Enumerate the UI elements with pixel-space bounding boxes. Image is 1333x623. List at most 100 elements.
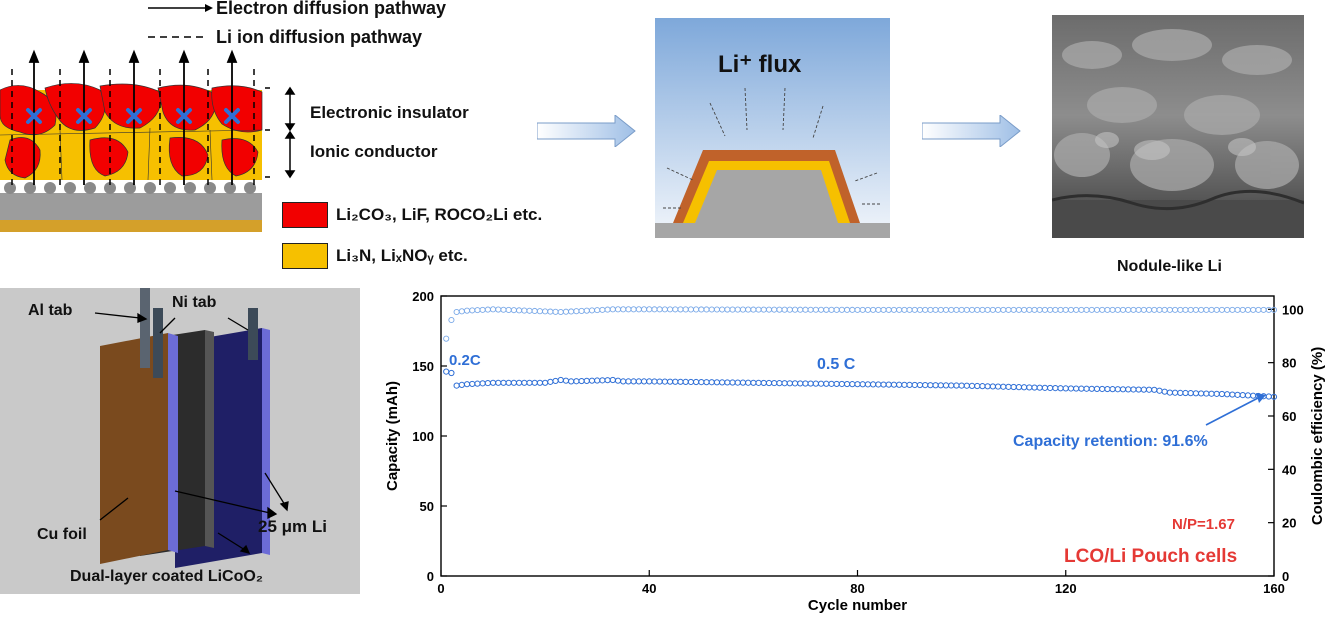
- annotation-retention: Capacity retention: 91.6%: [1013, 433, 1208, 450]
- efficiency-point: [594, 307, 601, 314]
- capacity-point: [609, 376, 616, 384]
- capacity-point: [974, 382, 981, 390]
- efficiency-point: [859, 306, 866, 313]
- efficiency-point: [687, 306, 694, 313]
- capacity-point: [635, 378, 642, 385]
- capacity-point: [807, 380, 814, 387]
- efficiency-point: [630, 306, 637, 313]
- capacity-point: [672, 378, 679, 385]
- efficiency-point: [885, 306, 892, 313]
- efficiency-point: [1031, 306, 1038, 313]
- capacity-point: [625, 378, 632, 385]
- capacity-point: [1156, 387, 1163, 394]
- efficiency-point: [1213, 306, 1220, 313]
- efficiency-point: [531, 307, 538, 315]
- capacity-point: [1031, 384, 1038, 391]
- y-left-tick-label: 0: [427, 569, 434, 584]
- capacity-point: [968, 382, 976, 389]
- capacity-point: [630, 378, 637, 385]
- capacity-point: [927, 382, 934, 389]
- capacity-point: [1208, 390, 1215, 397]
- capacity-point: [734, 379, 741, 386]
- capacity-point: [1177, 389, 1184, 396]
- capacity-point: [843, 380, 851, 388]
- capacity-point: [573, 378, 580, 385]
- li-thickness-label: 25 μm Li: [258, 517, 327, 536]
- efficiency-point: [1015, 306, 1022, 313]
- annotation-cell-type: LCO/Li Pouch cells: [1064, 546, 1237, 567]
- y-left-tick-label: 150: [412, 359, 434, 374]
- efficiency-point: [698, 306, 705, 313]
- efficiency-point: [1088, 306, 1095, 313]
- capacity-point: [1000, 383, 1007, 390]
- capacity-point: [870, 381, 877, 388]
- capacity-point: [1067, 385, 1075, 392]
- capacity-point: [1203, 390, 1210, 397]
- capacity-point: [1270, 393, 1278, 400]
- efficiency-point: [765, 306, 773, 313]
- efficiency-point: [776, 306, 783, 313]
- efficiency-point: [1260, 306, 1267, 313]
- efficiency-point: [906, 306, 913, 313]
- capacity-point: [1187, 390, 1194, 397]
- capacity-point: [984, 383, 991, 390]
- efficiency-point: [526, 307, 533, 314]
- capacity-point: [1062, 385, 1069, 392]
- capacity-point: [536, 379, 544, 386]
- sei-layer: [0, 83, 263, 181]
- capacity-point: [812, 380, 819, 387]
- capacity-point: [1125, 386, 1132, 393]
- capacity-point: [1083, 385, 1090, 392]
- al-tab-shape: [140, 288, 150, 368]
- capacity-point: [760, 379, 767, 387]
- efficiency-point: [1151, 306, 1158, 313]
- efficiency-point: [1255, 306, 1262, 313]
- y-right-tick-label: 80: [1282, 356, 1296, 371]
- capacity-point: [474, 380, 481, 387]
- efficiency-point: [604, 306, 611, 313]
- lithium-metal-layer: [0, 193, 262, 220]
- capacity-point: [1041, 384, 1049, 391]
- capacity-point: [849, 381, 856, 388]
- capacity-point: [765, 379, 773, 387]
- ni-tab-label: Ni tab: [172, 294, 217, 311]
- efficiency-point: [948, 306, 955, 313]
- cathode-label: Dual-layer coated LiCoO₂: [70, 568, 263, 585]
- li-ion-dashed-lines: [11, 68, 255, 185]
- capacity-point: [880, 381, 887, 388]
- capacity-point: [1135, 386, 1142, 393]
- efficiency-point: [911, 306, 918, 313]
- cycling-chart: 0 40 80 120 160050100150200020406080100Cycle…: [384, 289, 1326, 614]
- efficiency-point: [1198, 306, 1205, 313]
- capacity-point: [510, 379, 517, 386]
- capacity-point: [916, 381, 924, 389]
- y-right-axis-label: Coulombic efficiency (%): [1309, 347, 1326, 525]
- efficiency-point: [510, 307, 517, 314]
- electron-pathway-legend-arrow: [148, 4, 213, 12]
- capacity-point: [896, 381, 903, 388]
- efficiency-point: [458, 308, 465, 315]
- efficiency-point: [614, 306, 622, 313]
- efficiency-point: [1146, 306, 1153, 313]
- capacity-point: [823, 380, 830, 387]
- capacity-point: [1218, 390, 1226, 398]
- capacity-point: [526, 379, 533, 386]
- efficiency-point: [786, 306, 793, 313]
- li-flux-panel: [655, 18, 890, 238]
- capacity-point: [1099, 385, 1106, 393]
- efficiency-point: [562, 308, 569, 315]
- sem-caption: Nodule-like Li: [1117, 258, 1222, 275]
- capacity-point: [771, 379, 778, 387]
- efficiency-point: [583, 307, 590, 314]
- efficiency-point: [1093, 306, 1101, 313]
- capacity-point: [1130, 386, 1137, 393]
- efficiency-point: [568, 308, 575, 315]
- capacity-point: [989, 383, 996, 390]
- capacity-point: [568, 378, 575, 385]
- capacity-point: [1015, 384, 1022, 391]
- capacity-point: [578, 377, 585, 385]
- capacity-point: [1265, 393, 1272, 400]
- capacity-point: [521, 379, 528, 386]
- li-nucleation-beads: [4, 182, 256, 194]
- capacity-point: [1198, 390, 1205, 397]
